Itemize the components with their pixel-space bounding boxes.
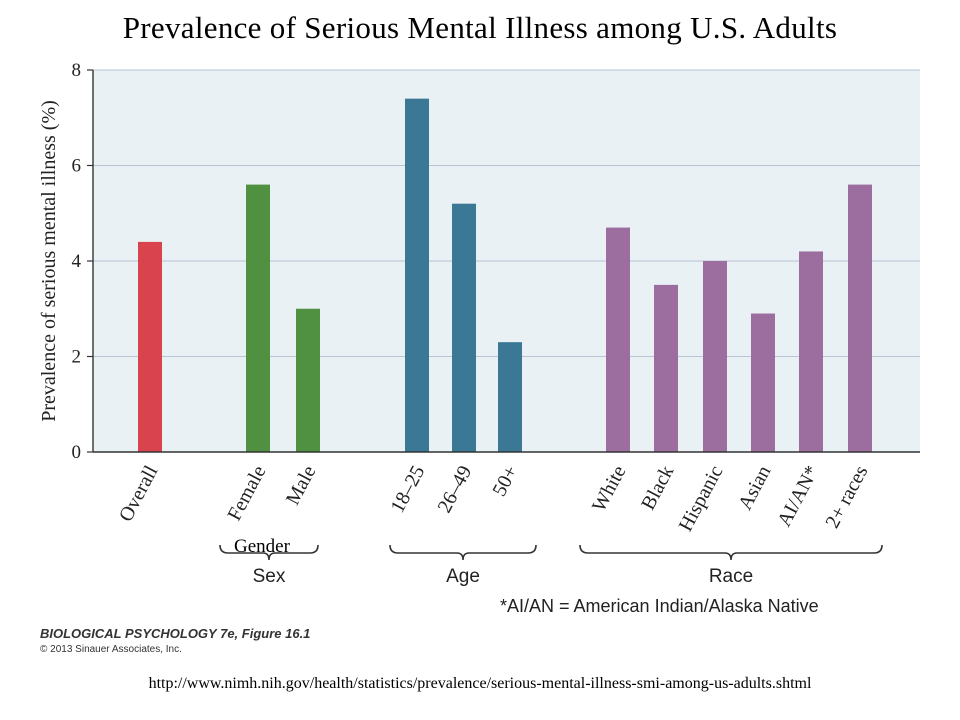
bars (138, 98, 872, 453)
group-label-race: Race (709, 566, 753, 587)
bar-ai-an (799, 251, 823, 452)
bar-black (654, 284, 678, 452)
x-tick-label: Female (223, 462, 270, 524)
x-tick-label: 2+ races (821, 462, 872, 532)
copyright: © 2013 Sinauer Associates, Inc. (40, 644, 182, 655)
chart-title: Prevalence of Serious Mental Illness amo… (122, 10, 838, 45)
bar-asian (751, 313, 775, 452)
y-tick-label: 2 (72, 347, 82, 368)
group-label-age: Age (446, 566, 480, 587)
bar-50 (498, 342, 522, 452)
gender-overlay-label: Gender (234, 536, 290, 557)
bracket-race (579, 544, 883, 561)
x-tick-label: Male (282, 462, 321, 509)
y-tick-label: 8 (72, 60, 82, 81)
group-label-sex: Sex (253, 566, 286, 587)
bar-overall (138, 241, 162, 452)
bar-white (606, 227, 630, 452)
bracket-sex (219, 544, 319, 561)
bar-hispanic (703, 261, 727, 452)
x-tick-label: Black (637, 462, 678, 514)
bar-26-49 (452, 203, 476, 452)
y-tick-label: 6 (72, 156, 82, 177)
book-credit: BIOLOGICAL PSYCHOLOGY 7e, Figure 16.1 (40, 626, 311, 641)
y-tick-label: 4 (72, 251, 82, 272)
bar-female (246, 184, 270, 452)
x-tick-label: 26–49 (434, 462, 477, 516)
x-tick-label: 50+ (488, 462, 522, 500)
x-tick-label: Asian (734, 462, 775, 514)
footnote: *AI/AN = American Indian/Alaska Native (500, 596, 819, 616)
y-axis: 0 2 4 6 8 (72, 60, 920, 463)
x-tick-label: AI/AN* (773, 462, 823, 530)
bracket-age (389, 544, 537, 561)
x-tick-labels: Overall Female Male 18–25 26–49 50+ White Black… (115, 462, 873, 535)
x-tick-label: 18–25 (387, 462, 430, 516)
source-url[interactable]: http://www.nimh.nih.gov/health/statistic… (148, 675, 812, 692)
group-brackets: Sex Age Race (219, 544, 883, 587)
y-axis-label: Prevalence of serious mental illness (%) (38, 100, 60, 422)
x-tick-label: Hispanic (675, 462, 728, 535)
x-tick-label: White (588, 462, 630, 516)
x-tick-label: Overall (115, 462, 163, 526)
bar-male (296, 308, 320, 452)
y-tick-label: 0 (72, 442, 82, 463)
bar-18-25 (405, 98, 429, 453)
bar-2-races (848, 184, 872, 452)
